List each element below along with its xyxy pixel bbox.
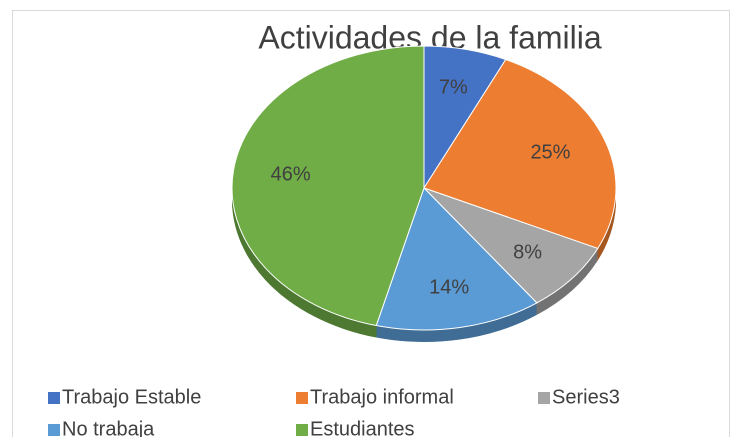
data-label: 14% — [429, 277, 469, 299]
pie-slice — [423, 58, 617, 250]
legend-label: No trabaja — [62, 418, 155, 437]
pie-slice — [375, 187, 538, 331]
data-label: 7% — [439, 77, 468, 99]
legend-label: Series3 — [552, 386, 620, 408]
legend-label: Trabajo informal — [310, 386, 454, 408]
legend-swatch — [48, 424, 60, 436]
legend-swatch — [538, 392, 550, 404]
legend-swatch — [296, 424, 308, 436]
legend-label: Estudiantes — [310, 418, 415, 437]
pie-slice — [423, 187, 599, 304]
legend-swatch — [48, 392, 60, 404]
legend-swatch — [296, 392, 308, 404]
data-label: 46% — [271, 163, 311, 185]
data-label: 8% — [513, 241, 542, 263]
pie-slice — [231, 45, 425, 327]
data-label: 25% — [530, 142, 570, 164]
legend-label: Trabajo Estable — [62, 386, 201, 408]
